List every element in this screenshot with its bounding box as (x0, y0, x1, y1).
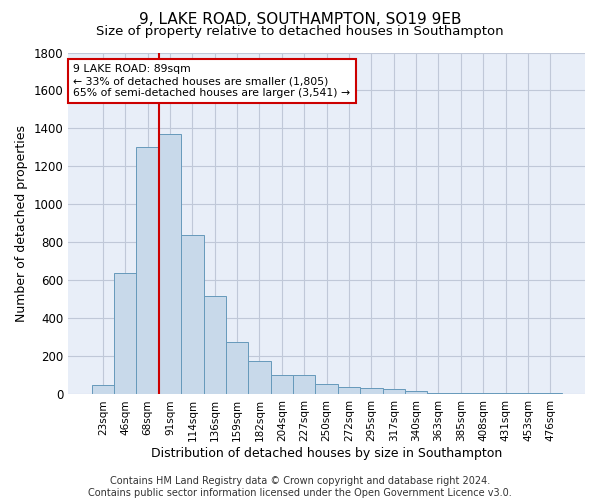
Bar (92, 385, 114, 394)
Bar (114, 273, 136, 394)
Bar (136, 148, 159, 394)
Bar (271, 374, 293, 394)
Text: 9 LAKE ROAD: 89sqm
← 33% of detached houses are smaller (1,805)
65% of semi-deta: 9 LAKE ROAD: 89sqm ← 33% of detached hou… (73, 64, 350, 98)
Bar (360, 388, 383, 394)
Y-axis label: Number of detached properties: Number of detached properties (15, 125, 28, 322)
Bar (427, 392, 449, 394)
Bar (226, 342, 248, 394)
X-axis label: Distribution of detached houses by size in Southampton: Distribution of detached houses by size … (151, 447, 502, 460)
Text: 9, LAKE ROAD, SOUTHAMPTON, SO19 9EB: 9, LAKE ROAD, SOUTHAMPTON, SO19 9EB (139, 12, 461, 28)
Bar (248, 361, 271, 394)
Bar (316, 384, 338, 394)
Bar (293, 374, 316, 394)
Bar (517, 392, 539, 394)
Text: Contains HM Land Registry data © Crown copyright and database right 2024.
Contai: Contains HM Land Registry data © Crown c… (88, 476, 512, 498)
Bar (539, 392, 562, 394)
Bar (494, 392, 517, 394)
Bar (449, 392, 472, 394)
Bar (338, 387, 360, 394)
Bar (203, 296, 226, 394)
Text: Size of property relative to detached houses in Southampton: Size of property relative to detached ho… (96, 25, 504, 38)
Bar (383, 389, 405, 394)
Bar (159, 134, 181, 394)
Bar (181, 235, 203, 394)
Bar (472, 392, 494, 394)
Bar (405, 390, 427, 394)
